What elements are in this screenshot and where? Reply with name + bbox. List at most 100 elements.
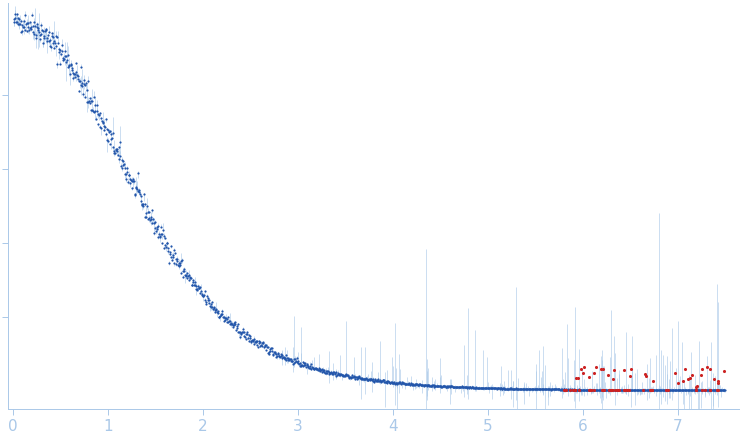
Point bbox=[157, 231, 168, 238]
Point bbox=[674, 387, 686, 394]
Point bbox=[269, 350, 281, 357]
Point bbox=[574, 386, 585, 393]
Point bbox=[575, 386, 587, 393]
Point bbox=[271, 353, 283, 360]
Point bbox=[409, 382, 421, 388]
Point bbox=[233, 329, 245, 336]
Point bbox=[8, 18, 20, 25]
Point bbox=[531, 386, 542, 393]
Point bbox=[23, 27, 35, 34]
Point bbox=[608, 376, 620, 383]
Point bbox=[390, 379, 401, 386]
Point bbox=[640, 387, 651, 394]
Point bbox=[631, 386, 643, 393]
Point bbox=[715, 387, 726, 394]
Point bbox=[355, 375, 367, 382]
Point bbox=[116, 164, 128, 171]
Point bbox=[634, 387, 646, 394]
Point bbox=[623, 387, 635, 394]
Point bbox=[568, 386, 580, 393]
Point bbox=[240, 330, 252, 337]
Point bbox=[640, 372, 652, 379]
Point bbox=[704, 365, 716, 372]
Point bbox=[241, 330, 253, 337]
Point bbox=[588, 386, 600, 393]
Point bbox=[678, 387, 690, 394]
Point bbox=[644, 387, 656, 394]
Point bbox=[69, 71, 81, 78]
Point bbox=[369, 376, 381, 383]
Point bbox=[307, 365, 319, 372]
Point bbox=[200, 299, 211, 306]
Point bbox=[25, 25, 37, 32]
Point bbox=[358, 376, 370, 383]
Point bbox=[326, 368, 338, 375]
Point bbox=[617, 386, 629, 393]
Point bbox=[398, 380, 410, 387]
Point bbox=[429, 382, 441, 389]
Point bbox=[238, 328, 250, 335]
Point bbox=[611, 386, 623, 393]
Point bbox=[303, 363, 315, 370]
Point bbox=[586, 386, 598, 393]
Point bbox=[612, 386, 624, 393]
Point bbox=[279, 356, 291, 363]
Point bbox=[437, 383, 449, 390]
Point bbox=[631, 387, 643, 394]
Point bbox=[522, 385, 534, 392]
Point bbox=[146, 220, 158, 227]
Point bbox=[238, 332, 250, 339]
Point bbox=[33, 35, 45, 42]
Point bbox=[718, 387, 729, 394]
Point bbox=[696, 386, 708, 393]
Point bbox=[173, 260, 185, 267]
Point bbox=[24, 23, 36, 30]
Point bbox=[202, 295, 214, 302]
Point bbox=[335, 370, 347, 377]
Point bbox=[234, 333, 246, 340]
Point bbox=[578, 364, 590, 371]
Point bbox=[212, 308, 224, 315]
Point bbox=[663, 387, 675, 394]
Point bbox=[70, 60, 82, 67]
Point bbox=[481, 385, 493, 392]
Point bbox=[522, 385, 533, 392]
Point bbox=[604, 386, 616, 393]
Point bbox=[48, 38, 60, 45]
Point bbox=[521, 385, 533, 392]
Point bbox=[60, 53, 72, 60]
Point bbox=[462, 384, 474, 391]
Point bbox=[106, 134, 118, 141]
Point bbox=[283, 356, 295, 363]
Point bbox=[533, 385, 545, 392]
Point bbox=[173, 263, 185, 270]
Point bbox=[93, 111, 105, 118]
Point bbox=[176, 257, 188, 264]
Point bbox=[601, 386, 613, 393]
Point bbox=[390, 379, 402, 386]
Point bbox=[499, 385, 511, 392]
Point bbox=[153, 230, 165, 237]
Point bbox=[466, 384, 478, 391]
Point bbox=[715, 387, 727, 394]
Point bbox=[605, 386, 617, 393]
Point bbox=[686, 387, 698, 394]
Point bbox=[341, 370, 352, 377]
Point bbox=[614, 386, 626, 393]
Point bbox=[534, 386, 546, 393]
Point bbox=[451, 384, 463, 391]
Point bbox=[340, 372, 352, 379]
Point bbox=[315, 368, 326, 375]
Point bbox=[433, 382, 445, 389]
Point bbox=[406, 382, 418, 389]
Point bbox=[277, 352, 289, 359]
Point bbox=[194, 285, 206, 292]
Point bbox=[220, 319, 232, 326]
Point bbox=[581, 386, 593, 393]
Point bbox=[432, 382, 444, 389]
Point bbox=[590, 386, 602, 393]
Point bbox=[323, 370, 335, 377]
Point bbox=[326, 370, 338, 377]
Point bbox=[614, 386, 626, 393]
Point bbox=[292, 357, 303, 364]
